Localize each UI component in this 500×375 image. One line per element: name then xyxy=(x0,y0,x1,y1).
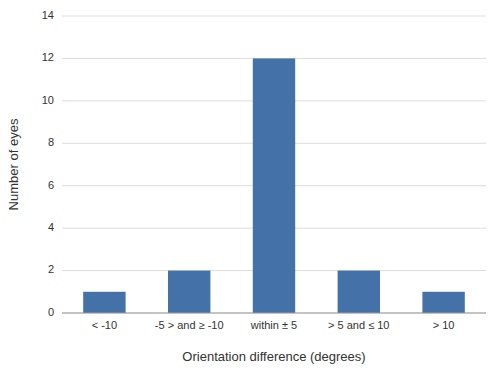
bars xyxy=(83,58,465,313)
y-tick-label: 10 xyxy=(42,94,54,106)
y-tick-label: 6 xyxy=(48,179,54,191)
bar xyxy=(168,271,210,313)
y-axis-title: Number of eyes xyxy=(6,118,21,210)
y-tick-label: 4 xyxy=(48,221,54,233)
chart-svg: 0 2 4 6 8 10 12 14 < -10 -5 > and ≥ -10 within ± 5… xyxy=(0,0,500,375)
grid-line xyxy=(62,313,486,314)
x-tick-label: < -10 xyxy=(92,319,117,331)
bar xyxy=(253,58,295,313)
bar xyxy=(422,292,464,313)
y-axis: 0 2 4 6 8 10 12 14 xyxy=(42,9,54,318)
x-tick-label: -5 > and ≥ -10 xyxy=(155,319,224,331)
y-tick-label: 8 xyxy=(48,136,54,148)
y-tick-label: 14 xyxy=(42,9,54,21)
x-tick-label: > 10 xyxy=(433,319,455,331)
y-tick-label: 0 xyxy=(48,306,54,318)
x-axis-title: Orientation difference (degrees) xyxy=(182,349,365,364)
y-tick-label: 12 xyxy=(42,51,54,63)
grid-line xyxy=(62,16,486,17)
x-tick-label: > 5 and ≤ 10 xyxy=(328,319,389,331)
bar xyxy=(83,292,125,313)
grid xyxy=(62,16,486,313)
x-axis-line xyxy=(62,313,486,314)
bar xyxy=(338,271,380,313)
chart-container: 0 2 4 6 8 10 12 14 < -10 -5 > and ≥ -10 within ± 5… xyxy=(0,0,500,375)
x-tick-label: within ± 5 xyxy=(250,319,297,331)
y-tick-label: 2 xyxy=(48,263,54,275)
x-axis: < -10 -5 > and ≥ -10 within ± 5 > 5 and ≤ 1… xyxy=(62,313,486,331)
